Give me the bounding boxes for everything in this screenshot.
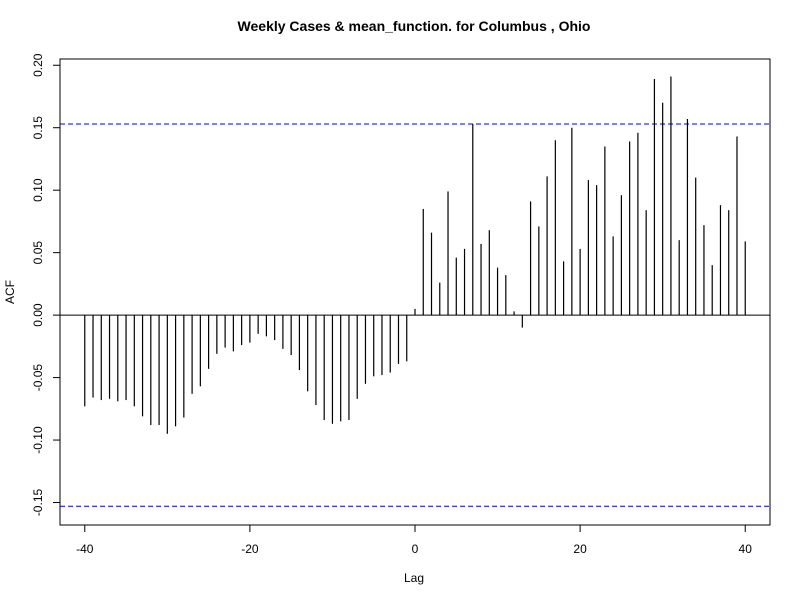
y-tick-label: 0.15 bbox=[31, 116, 45, 140]
x-tick-label: 0 bbox=[412, 542, 419, 556]
y-tick-label: -0.10 bbox=[31, 426, 45, 454]
y-tick-label: 0.00 bbox=[31, 303, 45, 327]
confidence-bounds bbox=[60, 123, 770, 507]
x-axis: -40 -20 0 20 40 bbox=[76, 525, 752, 556]
x-tick-label: 20 bbox=[573, 542, 587, 556]
y-axis-label: ACF bbox=[3, 280, 17, 304]
x-tick-label: 40 bbox=[739, 542, 753, 556]
acf-bars bbox=[84, 76, 746, 434]
chart-title: Weekly Cases & mean_function. for Columb… bbox=[238, 18, 591, 34]
y-tick-label: -0.15 bbox=[31, 489, 45, 517]
y-tick-label: 0.05 bbox=[31, 241, 45, 265]
plot-frame bbox=[59, 58, 771, 526]
y-tick-label: 0.10 bbox=[31, 178, 45, 202]
x-axis-label: Lag bbox=[404, 571, 424, 585]
x-tick-label: -40 bbox=[76, 542, 94, 556]
y-tick-label: 0.20 bbox=[31, 53, 45, 77]
x-tick-label: -20 bbox=[241, 542, 259, 556]
y-axis: -0.15 -0.10 -0.05 0.00 0.05 0.10 0.15 0.20 bbox=[31, 53, 60, 516]
y-tick-label: -0.05 bbox=[31, 364, 45, 392]
